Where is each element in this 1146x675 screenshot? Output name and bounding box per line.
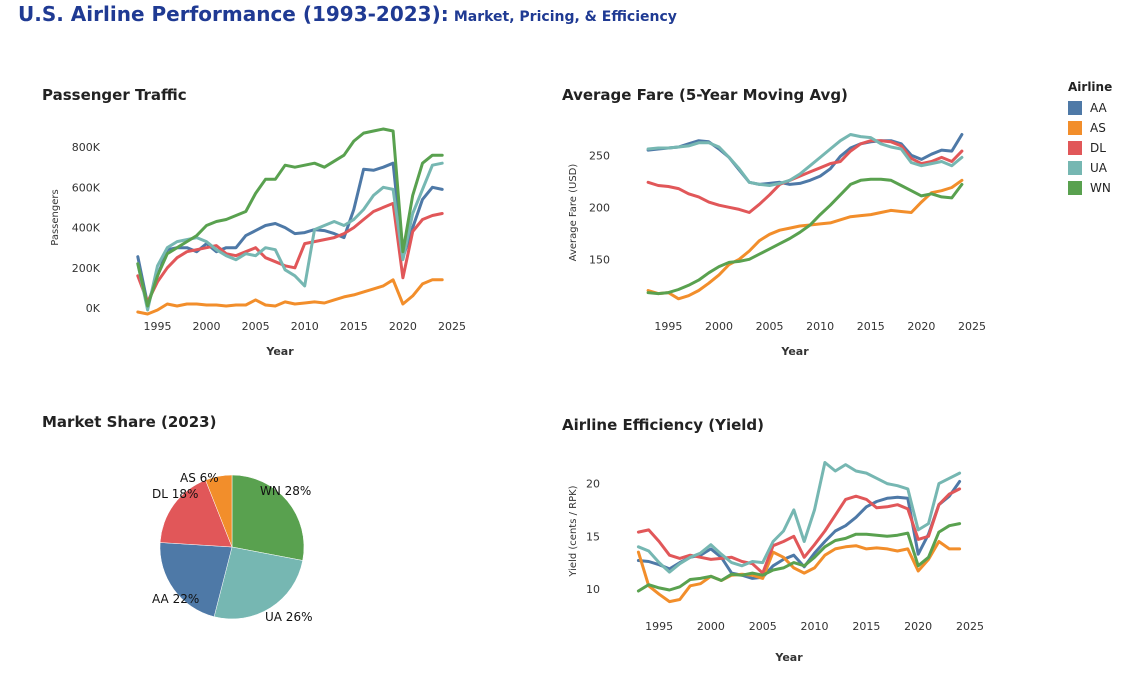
traffic-chart-title: Passenger Traffic: [42, 86, 187, 104]
x-axis-title: Year: [265, 345, 294, 358]
x-tick-label: 2015: [340, 320, 368, 333]
x-tick-label: 2015: [857, 320, 885, 333]
airline-legend: Airline AA AS DL UA WN: [1068, 80, 1112, 198]
legend-swatch: [1068, 181, 1082, 195]
pie-slice-dl: [159, 479, 233, 548]
dashboard-title: U.S. Airline Performance (1993-2023): Ma…: [18, 2, 677, 26]
y-tick-label: 15: [586, 530, 600, 543]
fare-series-dl: [646, 139, 964, 214]
x-tick-label: 2020: [907, 320, 935, 333]
x-tick-label: 2020: [389, 320, 417, 333]
x-axis-title: Year: [780, 345, 809, 358]
legend-label: WN: [1090, 181, 1111, 195]
traffic-series-aa: [136, 161, 444, 306]
pie-label-ua: UA 26%: [265, 610, 312, 624]
x-tick-label: 2005: [756, 320, 784, 333]
legend-items: AA AS DL UA WN: [1068, 98, 1112, 198]
x-tick-label: 2010: [291, 320, 319, 333]
x-tick-label: 2025: [958, 320, 986, 333]
x-tick-label: 2010: [801, 620, 829, 633]
dashboard-subtitle: Market, Pricing, & Efficiency: [453, 9, 677, 25]
y-axis-title: Yield (cents / RPK): [568, 485, 579, 577]
traffic-series-dl: [136, 201, 444, 304]
yield-series-wn: [636, 522, 962, 593]
x-tick-label: 2005: [749, 620, 777, 633]
x-tick-label: 2000: [193, 320, 221, 333]
fare-series-wn: [646, 177, 964, 296]
y-axis-title: Passengers: [50, 189, 61, 245]
pie-label-aa: AA 22%: [152, 592, 199, 606]
x-tick-label: 1995: [143, 320, 171, 333]
traffic-series-wn: [136, 127, 444, 308]
pie-slice-as: [205, 474, 233, 548]
y-tick-label: 200K: [72, 262, 101, 275]
x-tick-label: 2020: [904, 620, 932, 633]
legend-swatch: [1068, 141, 1082, 155]
legend-item-as[interactable]: AS: [1068, 118, 1112, 138]
legend-item-dl[interactable]: DL: [1068, 138, 1112, 158]
y-tick-label: 250: [589, 149, 610, 162]
share-pie-chart: WN 28% UA 26% AA 22% DL 18% AS 6%: [152, 471, 312, 624]
dashboard-main-title: U.S. Airline Performance (1993-2023):: [18, 2, 449, 26]
x-tick-label: 2005: [242, 320, 270, 333]
pie-slice-ua: [213, 546, 303, 620]
legend-label: AA: [1090, 101, 1107, 115]
x-tick-label: 2025: [956, 620, 984, 633]
x-axis-title: Year: [774, 651, 803, 664]
y-tick-label: 150: [589, 253, 610, 266]
y-tick-label: 400K: [72, 222, 101, 235]
traffic-chart: 1995 2000 2005 2010 2015 2020 2025 0K 200K 400K 60…: [50, 127, 466, 358]
x-tick-label: 1995: [654, 320, 682, 333]
x-tick-label: 2015: [852, 620, 880, 633]
x-tick-label: 2000: [705, 320, 733, 333]
pie-label-dl: DL 18%: [152, 487, 198, 501]
pie-label-as: AS 6%: [180, 471, 219, 485]
fare-chart-title: Average Fare (5-Year Moving Avg): [562, 86, 848, 104]
y-tick-label: 0K: [86, 302, 101, 315]
y-tick-label: 10: [586, 583, 600, 596]
y-tick-label: 20: [586, 478, 600, 491]
legend-title: Airline: [1068, 80, 1113, 94]
x-tick-label: 1995: [645, 620, 673, 633]
legend-label: AS: [1090, 121, 1106, 135]
share-chart-title: Market Share (2023): [42, 413, 217, 431]
yield-chart-title: Airline Efficiency (Yield): [562, 416, 765, 434]
pie-slice-aa: [159, 542, 233, 618]
pie-slice-wn: [231, 474, 305, 561]
traffic-series-as: [136, 278, 444, 316]
fare-series-ua: [646, 133, 964, 187]
yield-series-as: [636, 540, 962, 604]
legend-swatch: [1068, 101, 1082, 115]
x-tick-label: 2010: [806, 320, 834, 333]
y-tick-label: 600K: [72, 181, 101, 194]
pie-label-wn: WN 28%: [260, 484, 311, 498]
legend-label: DL: [1090, 141, 1106, 155]
x-tick-label: 2025: [438, 320, 466, 333]
fare-chart: 1995 2000 2005 2010 2015 2020 2025 150 200 250 Yea…: [568, 133, 986, 358]
y-tick-label: 800K: [72, 141, 101, 154]
legend-label: UA: [1090, 161, 1107, 175]
x-tick-label: 2000: [697, 620, 725, 633]
legend-item-wn[interactable]: WN: [1068, 178, 1112, 198]
legend-item-ua[interactable]: UA: [1068, 158, 1112, 178]
y-tick-label: 200: [589, 201, 610, 214]
legend-item-aa[interactable]: AA: [1068, 98, 1112, 118]
fare-series-as: [646, 178, 964, 301]
fare-series-aa: [646, 133, 964, 186]
yield-chart: 1995 2000 2005 2010 2015 2020 2025 10 15 20 Year Yi…: [568, 461, 984, 664]
legend-swatch: [1068, 161, 1082, 175]
yield-series-ua: [636, 461, 962, 574]
y-axis-title: Average Fare (USD): [568, 164, 579, 262]
legend-swatch: [1068, 121, 1082, 135]
